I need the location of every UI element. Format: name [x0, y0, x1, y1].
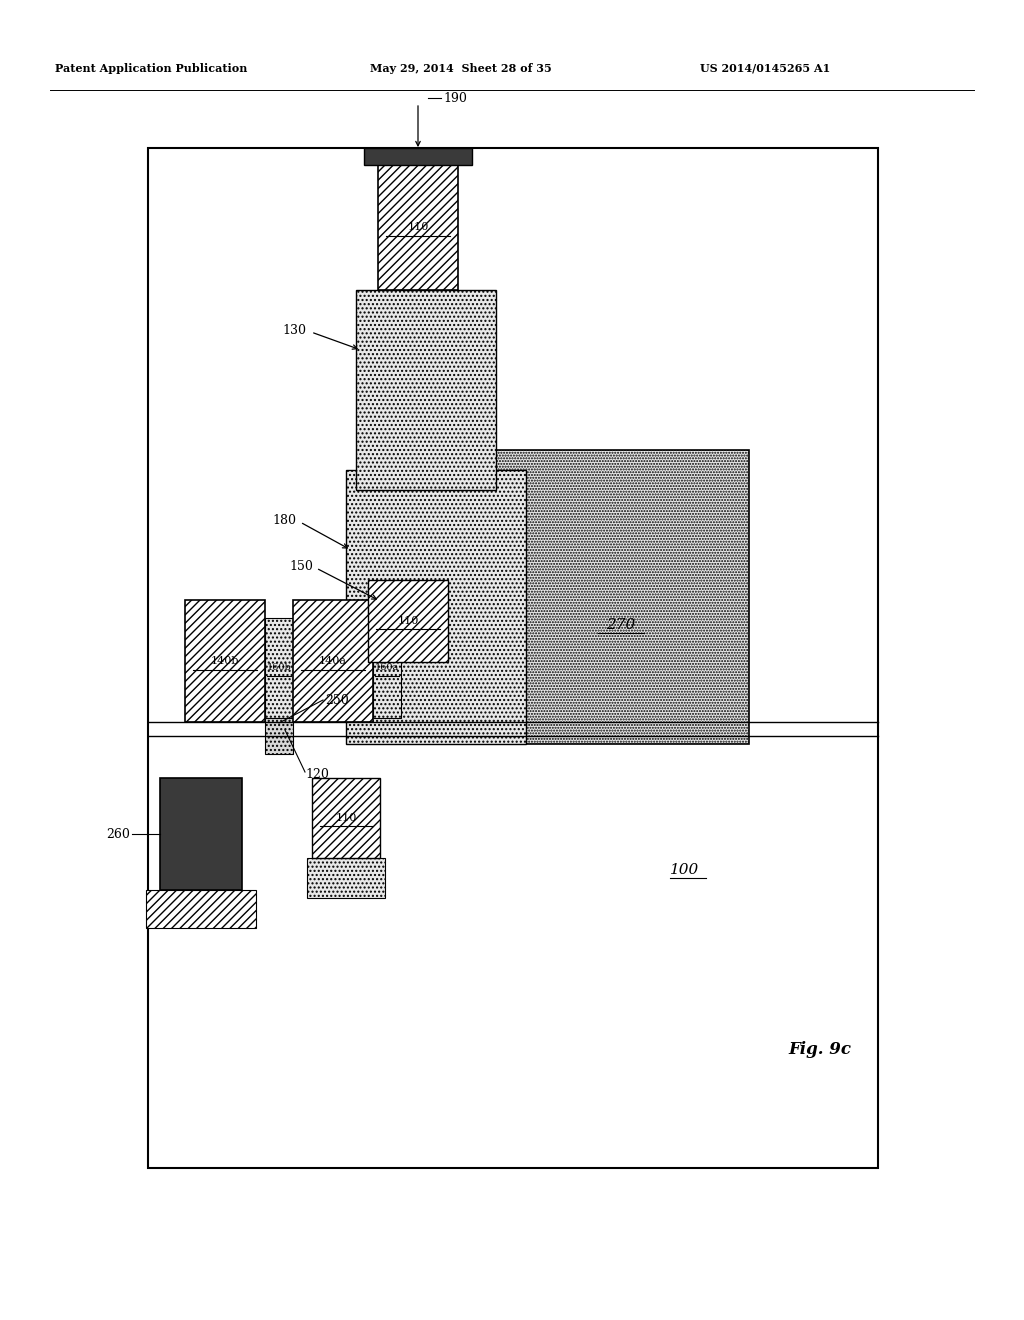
Text: 110: 110 [408, 223, 429, 232]
Text: 160a: 160a [375, 664, 399, 672]
Text: May 29, 2014  Sheet 28 of 35: May 29, 2014 Sheet 28 of 35 [370, 62, 552, 74]
Text: 130: 130 [282, 323, 306, 337]
Bar [356, 290, 496, 490]
Bar [312, 777, 380, 858]
Bar [378, 165, 458, 290]
Bar [160, 777, 242, 890]
Bar [185, 601, 265, 722]
Bar [346, 470, 526, 744]
Text: 110: 110 [397, 616, 419, 626]
Bar [364, 148, 472, 165]
Bar [148, 148, 878, 1168]
Bar [368, 586, 408, 616]
Text: 190: 190 [443, 91, 467, 104]
Text: 250: 250 [325, 693, 349, 706]
Bar [307, 858, 385, 898]
Text: 260: 260 [106, 828, 130, 841]
Bar [401, 450, 749, 744]
Text: 110: 110 [335, 813, 356, 822]
Text: Fig. 9c: Fig. 9c [788, 1041, 852, 1059]
Bar [293, 601, 373, 722]
Text: 140a: 140a [319, 656, 347, 667]
Text: 120: 120 [305, 767, 329, 780]
Bar [146, 890, 256, 928]
Bar [373, 618, 401, 718]
Text: US 2014/0145265 A1: US 2014/0145265 A1 [700, 62, 830, 74]
Text: Patent Application Publication: Patent Application Publication [55, 62, 248, 74]
Bar [265, 718, 293, 754]
Bar [368, 579, 449, 663]
Text: 140b: 140b [211, 656, 240, 667]
Text: 100: 100 [670, 863, 699, 876]
Text: 270: 270 [606, 618, 636, 632]
Text: 180: 180 [272, 513, 296, 527]
Text: 150: 150 [289, 560, 313, 573]
Bar [265, 618, 293, 718]
Text: 160b: 160b [266, 664, 292, 672]
